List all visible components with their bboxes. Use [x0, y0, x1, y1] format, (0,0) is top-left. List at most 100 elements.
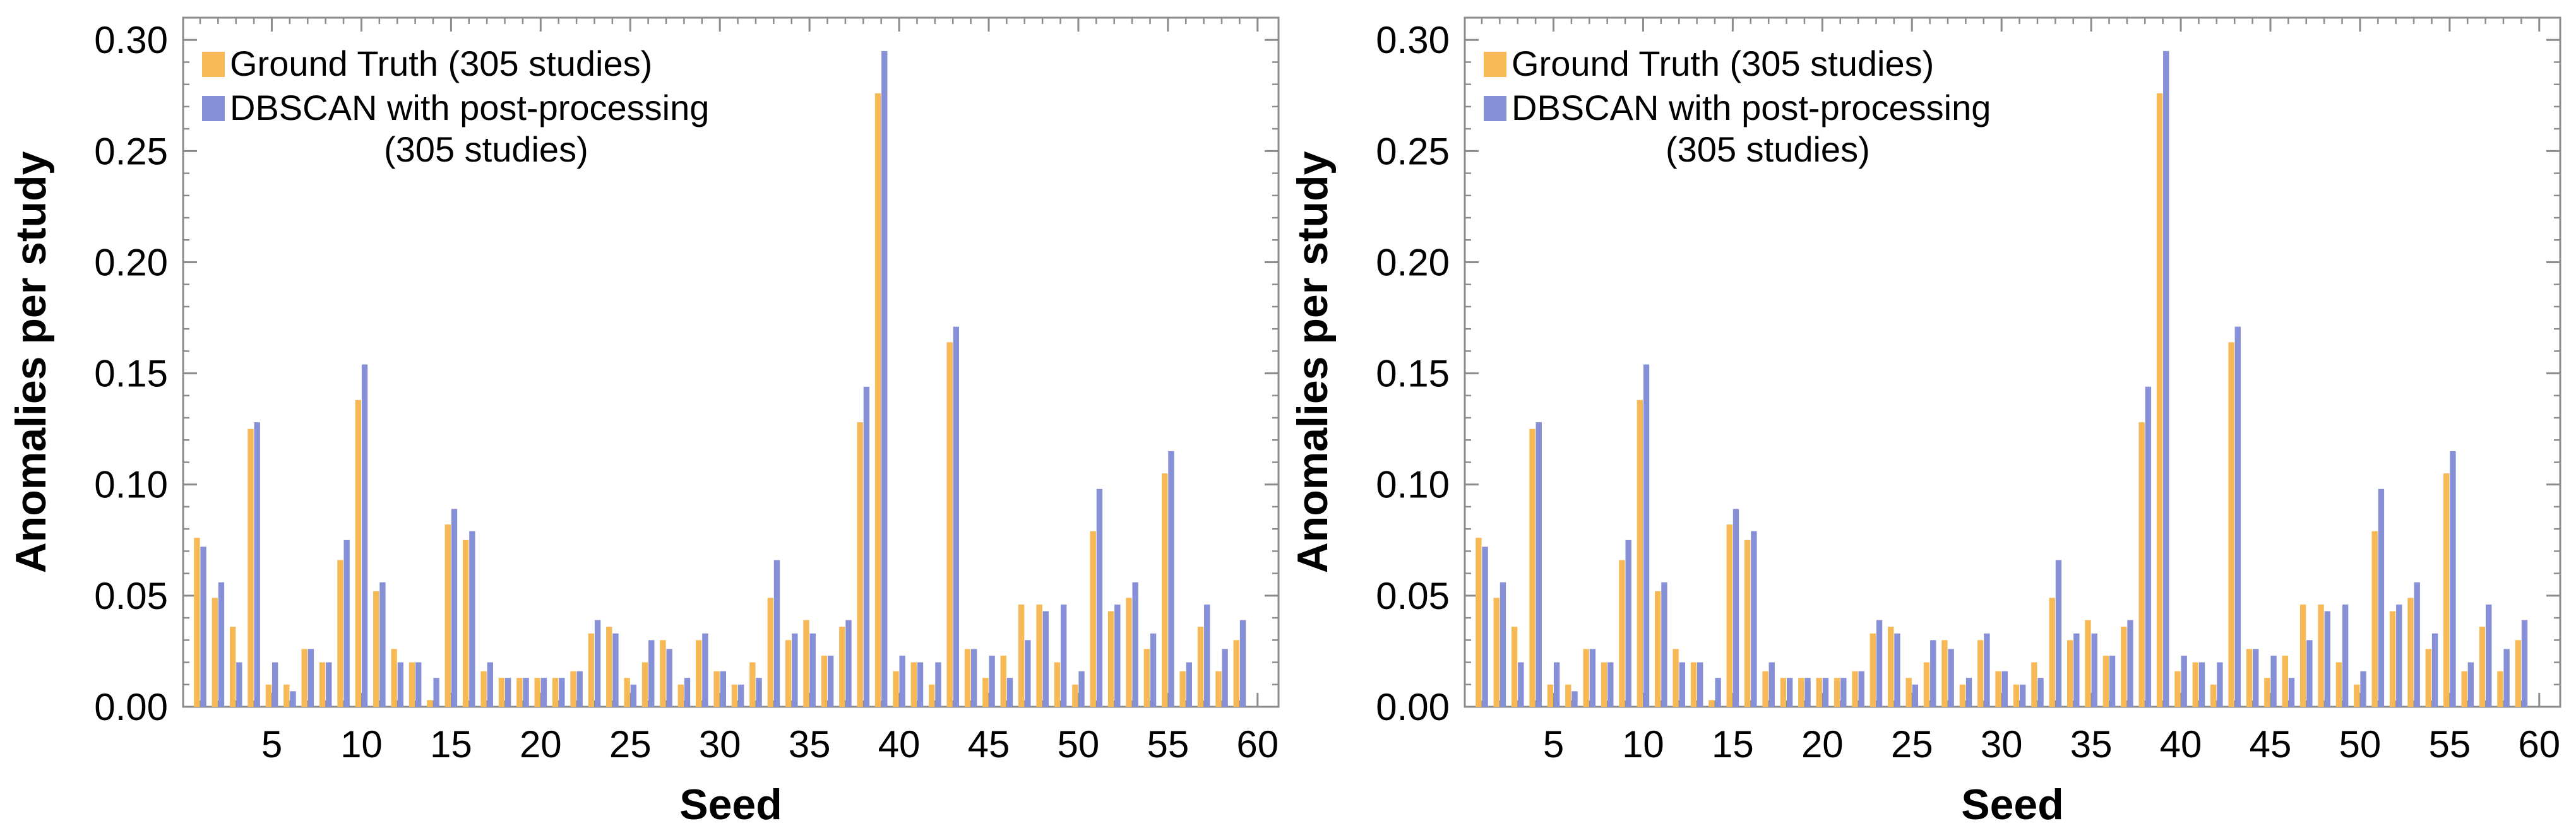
- legend-label-ground-truth: Ground Truth (305 studies): [1512, 44, 1934, 83]
- x-tick-label: 10: [1622, 723, 1664, 765]
- x-tick-label: 45: [2250, 723, 2292, 765]
- bar-ground-truth: [1197, 627, 1204, 707]
- legend-label-dbscan-count: (305 studies): [1666, 129, 1870, 169]
- bar-dbscan: [2019, 684, 2026, 707]
- y-tick-label: 0.00: [94, 686, 168, 728]
- bar-ground-truth: [444, 524, 451, 707]
- bar-ground-truth: [1995, 671, 2001, 707]
- bar-ground-truth: [1601, 662, 1607, 707]
- bar-ground-truth: [2515, 640, 2521, 707]
- bar-ground-truth: [1583, 649, 1589, 707]
- bar-ground-truth: [1655, 591, 1661, 707]
- x-tick-label: 25: [609, 723, 652, 765]
- bar-ground-truth: [408, 662, 415, 707]
- bar-dbscan: [415, 662, 422, 707]
- bar-dbscan: [1661, 582, 1667, 707]
- bar-dbscan: [1006, 678, 1013, 707]
- bar-ground-truth: [1780, 678, 1787, 707]
- bar-ground-truth: [2461, 671, 2467, 707]
- bar-dbscan: [792, 633, 798, 707]
- bar-ground-truth: [1762, 671, 1768, 707]
- bar-ground-truth: [2371, 531, 2378, 707]
- bar-ground-truth: [1888, 627, 1894, 707]
- x-tick-label: 35: [2070, 723, 2113, 765]
- bar-dbscan: [648, 640, 655, 707]
- bar-ground-truth: [1852, 671, 1858, 707]
- bar-dbscan: [666, 649, 672, 707]
- bar-dbscan: [379, 582, 386, 707]
- x-tick-label: 30: [699, 723, 741, 765]
- bar-ground-truth: [319, 662, 326, 707]
- bar-dbscan: [737, 684, 744, 707]
- y-axis-title: Anomalies per study: [7, 151, 55, 573]
- y-tick-label: 0.30: [94, 19, 168, 61]
- bar-dbscan: [2109, 655, 2116, 707]
- bar-ground-truth: [1673, 649, 1679, 707]
- bar-dbscan: [1822, 678, 1829, 707]
- bar-dbscan: [307, 649, 314, 707]
- legend-swatch-dbscan: [202, 96, 225, 121]
- bar-ground-truth: [1126, 598, 1132, 707]
- y-tick-label: 0.20: [94, 241, 168, 283]
- bar-dbscan: [1984, 633, 1990, 707]
- bar-dbscan: [1715, 678, 1721, 707]
- legend-label-dbscan: DBSCAN with post-processing: [1512, 88, 1991, 127]
- x-tick-label: 45: [968, 723, 1010, 765]
- bar-ground-truth: [516, 678, 523, 707]
- bar-ground-truth: [2210, 684, 2217, 707]
- legend-label-dbscan-count: (305 studies): [384, 129, 588, 169]
- bar-dbscan: [917, 662, 924, 707]
- legend-swatch-ground-truth: [1484, 52, 1506, 77]
- bar-dbscan: [1132, 582, 1138, 707]
- bar-ground-truth: [1072, 684, 1078, 707]
- x-tick-label: 20: [1801, 723, 1844, 765]
- bar-ground-truth: [1090, 531, 1096, 707]
- x-tick-label: 25: [1891, 723, 1933, 765]
- x-tick-label: 55: [2428, 723, 2471, 765]
- x-tick-label: 30: [1981, 723, 2023, 765]
- bar-ground-truth: [2121, 627, 2127, 707]
- bar-ground-truth: [1036, 604, 1042, 707]
- bar-ground-truth: [480, 671, 487, 707]
- bar-ground-truth: [1476, 538, 1482, 707]
- bar-dbscan: [343, 540, 350, 707]
- bar-ground-truth: [391, 649, 397, 707]
- bar-ground-truth: [283, 684, 290, 707]
- bar-ground-truth: [2138, 422, 2145, 707]
- bar-dbscan: [2001, 671, 2008, 707]
- bar-ground-truth: [2031, 662, 2037, 707]
- bar-ground-truth: [1726, 524, 1732, 707]
- bar-ground-truth: [337, 560, 343, 707]
- bar-ground-truth: [1905, 678, 1912, 707]
- x-tick-label: 40: [2160, 723, 2202, 765]
- bar-dbscan: [2486, 604, 2492, 707]
- bar-ground-truth: [1869, 633, 1876, 707]
- bar-dbscan: [1518, 662, 1524, 707]
- bar-dbscan: [1150, 633, 1157, 707]
- bar-dbscan: [1060, 604, 1067, 707]
- bar-dbscan: [989, 655, 995, 707]
- x-tick-label: 5: [1543, 723, 1564, 765]
- bar-ground-truth: [964, 649, 971, 707]
- bar-dbscan: [1571, 691, 1578, 707]
- bar-ground-truth: [2407, 598, 2414, 707]
- bar-ground-truth: [1215, 671, 1222, 707]
- bar-ground-truth: [2497, 671, 2503, 707]
- x-tick-label: 50: [2339, 723, 2382, 765]
- y-tick-label: 0.20: [1376, 241, 1450, 283]
- x-tick-label: 35: [789, 723, 831, 765]
- bar-dbscan: [451, 509, 458, 707]
- bar-ground-truth: [874, 93, 881, 707]
- bar-ground-truth: [1107, 611, 1114, 707]
- bar-ground-truth: [929, 684, 935, 707]
- bar-dbscan: [236, 662, 242, 707]
- bar-ground-truth: [1941, 640, 1948, 707]
- bar-dbscan: [1078, 671, 1085, 707]
- bar-dbscan: [218, 582, 225, 707]
- bar-dbscan: [2414, 582, 2420, 707]
- bar-ground-truth: [1511, 627, 1518, 707]
- plot-frame: [182, 16, 1280, 708]
- y-tick-label: 0.15: [94, 353, 168, 395]
- bar-ground-truth: [641, 662, 648, 707]
